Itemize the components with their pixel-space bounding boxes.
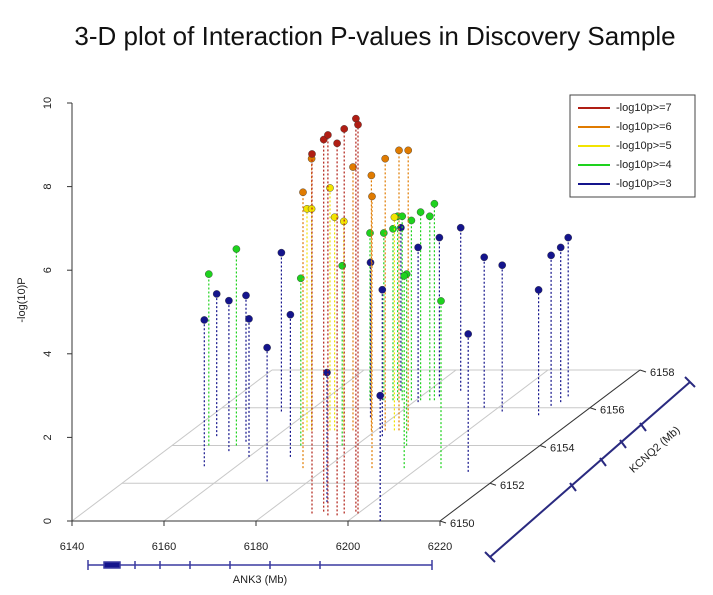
point [381, 154, 390, 163]
point [323, 368, 331, 377]
z-tick-label: 6152 [500, 480, 524, 492]
gene-track-ank3 [87, 560, 433, 570]
point [368, 192, 376, 201]
z-tick-label: 6154 [550, 442, 574, 454]
point [286, 310, 295, 319]
y-tick-label: 2 [42, 434, 54, 440]
point [330, 213, 339, 222]
point [242, 291, 250, 300]
x-tick-label: 6180 [244, 541, 268, 553]
z-tick [589, 407, 597, 411]
point [407, 216, 416, 225]
point [398, 212, 407, 221]
z-tick-label: 6158 [650, 367, 674, 379]
point [263, 343, 271, 352]
legend-label: -log10p>=7 [616, 102, 672, 114]
point [414, 243, 422, 252]
point [367, 171, 376, 180]
point [397, 223, 405, 232]
point [389, 225, 397, 233]
z-tick [639, 369, 647, 373]
point [340, 125, 349, 133]
point [404, 146, 413, 155]
point [534, 286, 543, 294]
point [225, 296, 233, 305]
x-tick-label: 6140 [60, 541, 84, 553]
point [324, 131, 332, 139]
point [354, 120, 362, 129]
chart-title: 3-D plot of Interaction P-values in Disc… [74, 21, 675, 51]
point [376, 391, 385, 400]
point [564, 233, 573, 242]
point [277, 248, 286, 257]
y-tick-label: 6 [42, 267, 54, 273]
point [245, 315, 253, 323]
z-tick-label: 6156 [600, 405, 624, 417]
point [333, 139, 341, 148]
legend-label: -log10p>=4 [616, 159, 672, 171]
point [480, 253, 489, 262]
x-axis-label: ANK3 (Mb) [233, 574, 287, 586]
point [435, 233, 444, 242]
z-tick [489, 482, 497, 486]
x-tick-label: 6220 [428, 541, 452, 553]
point [425, 212, 434, 221]
point [349, 163, 357, 171]
z-tick [439, 520, 447, 524]
y-axis-label: -log(10)P [16, 277, 28, 322]
point [200, 316, 209, 324]
legend-label: -log10p>=6 [616, 121, 672, 133]
point [378, 285, 387, 294]
y-tick-label: 8 [42, 184, 54, 190]
gene-track-kcnq2 [484, 376, 696, 563]
z-tick-label: 6150 [450, 518, 474, 530]
point [498, 261, 507, 270]
point [299, 188, 307, 197]
point [430, 199, 439, 208]
y-tick-label: 4 [42, 351, 54, 357]
point [547, 251, 555, 260]
point [308, 150, 316, 158]
z-axis [439, 369, 641, 522]
y-tick-label: 10 [42, 97, 54, 109]
legend-label: -log10p>=5 [616, 140, 672, 152]
z-axis-label: KCNQ2 (Mb) [627, 424, 682, 475]
point [416, 208, 425, 216]
point [366, 258, 375, 267]
point [395, 146, 403, 155]
y-tick-label: 0 [42, 518, 54, 524]
point [464, 330, 473, 338]
point [232, 245, 241, 253]
z-tick [539, 445, 547, 448]
legend-label: -log10p>=3 [616, 178, 672, 190]
x-tick-label: 6160 [152, 541, 176, 553]
point [212, 290, 221, 298]
x-tick-label: 6200 [336, 541, 360, 553]
point [390, 213, 399, 222]
point [437, 297, 445, 305]
point [456, 223, 465, 232]
point [400, 272, 409, 280]
point [204, 270, 213, 278]
point [556, 243, 565, 252]
point [379, 229, 388, 237]
